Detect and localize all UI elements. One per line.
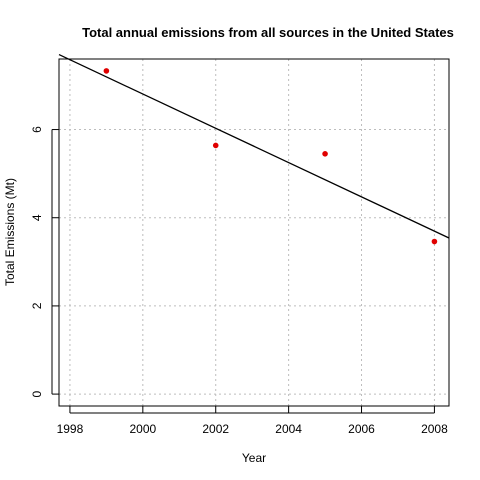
x-axis: 1998 2000 2002 2004 2006 2008 (57, 406, 448, 436)
x-tick-label: 1998 (57, 422, 84, 436)
y-axis: 0 2 4 6 (30, 126, 59, 397)
y-tick-label: 4 (30, 214, 44, 221)
plot-frame (58, 58, 450, 407)
y-axis-label: Total Emissions (Mt) (3, 178, 17, 286)
y-tick-label: 0 (30, 390, 44, 397)
grid (59, 59, 449, 406)
x-tick-label: 2008 (421, 422, 448, 436)
x-tick-label: 2004 (275, 422, 302, 436)
data-points (103, 68, 438, 245)
x-axis-label: Year (242, 451, 266, 465)
y-tick-label: 6 (30, 126, 44, 133)
x-tick-label: 2002 (202, 422, 229, 436)
data-point (212, 142, 219, 149)
x-tick-label: 2006 (348, 422, 375, 436)
trend-line-group (58, 54, 450, 239)
x-tick-label: 2000 (129, 422, 156, 436)
data-point (431, 238, 438, 245)
data-point (322, 150, 328, 157)
y-tick-label: 2 (30, 302, 44, 309)
data-point (103, 68, 110, 74)
trend-line (58, 54, 450, 239)
chart-title: Total annual emissions from all sources … (82, 25, 454, 40)
